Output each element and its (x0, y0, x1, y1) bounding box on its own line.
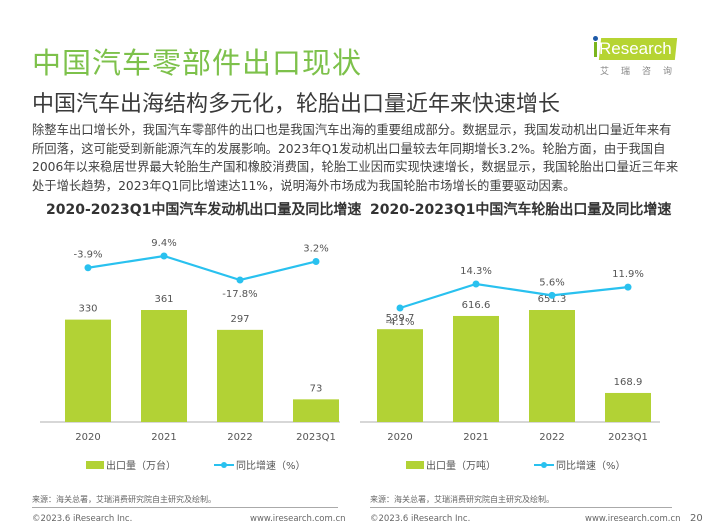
iresearch-logo: Research 艾瑞咨询 (586, 36, 682, 80)
growth-rate-label: -17.8% (222, 289, 257, 300)
legend-bar-label: 出口量（万台） (106, 459, 176, 472)
website-link-right[interactable]: www.iresearch.com.cn (585, 514, 681, 524)
website-link-left[interactable]: www.iresearch.com.cn (250, 514, 346, 524)
bar-value-label: 361 (154, 294, 173, 305)
bar-value-label: 539.7 (386, 313, 415, 324)
footer-divider-left (32, 507, 338, 508)
logo-dot-icon (593, 36, 598, 41)
footer-divider-right (370, 507, 672, 508)
bar-2022 (217, 329, 263, 422)
copyright-right: ©2023.6 iResearch Inc. (370, 514, 471, 524)
tire-chart-title: 2020-2023Q1中国汽车轮胎出口量及同比增速 (370, 202, 672, 218)
x-tick-label: 2022 (227, 432, 252, 443)
growth-rate-label: -4.1% (385, 317, 414, 328)
bar-2022 (529, 310, 575, 422)
growth-rate-line (87, 254, 317, 282)
bar-2021 (453, 315, 499, 422)
x-tick-label: 2023Q1 (608, 432, 648, 443)
bar-2023Q1 (293, 399, 339, 422)
legend-bar-swatch (406, 461, 424, 469)
logo-brand-text: Research (599, 39, 672, 58)
bar-2020 (377, 329, 423, 422)
copyright-left: ©2023.6 iResearch Inc. (32, 514, 133, 524)
page-number: 20 (690, 513, 703, 524)
x-tick-label: 2020 (75, 432, 100, 443)
growth-rate-line (399, 282, 629, 310)
growth-rate-point (624, 283, 632, 291)
bar-value-label: 330 (78, 304, 97, 315)
growth-rate-label: 9.4% (151, 238, 176, 249)
bar-2023Q1 (605, 392, 651, 422)
legend-bar-label: 出口量（万吨） (426, 459, 496, 472)
legend-bar-swatch (86, 461, 104, 469)
legend-line-marker (221, 462, 227, 468)
logo-i-icon (594, 42, 597, 57)
bar-2021 (141, 310, 187, 422)
bar-value-label: 616.6 (462, 300, 491, 311)
engine-export-chart: 330 2020 361 2021 297 2022 73 2023Q1 -3.9% 9.4% -1… (40, 238, 340, 472)
growth-rate-point (548, 291, 556, 299)
page-title: 中国汽车零部件出口现状 (32, 46, 363, 80)
bar-value-label: 297 (230, 314, 249, 325)
growth-rate-point (236, 276, 244, 284)
growth-rate-label: -3.9% (73, 250, 102, 261)
x-tick-label: 2021 (463, 432, 488, 443)
x-tick-label: 2023Q1 (296, 432, 336, 443)
bar-value-label: 168.9 (614, 377, 643, 388)
tire-export-chart: 539.7 2020 616.6 2021 651.3 2022 168.9 2023Q1 -4… (360, 266, 660, 472)
logo-cn-text: 艾瑞咨询 (600, 67, 685, 77)
growth-rate-point (472, 280, 480, 288)
growth-rate-point (84, 264, 92, 272)
legend-line-label: 同比增速（%） (556, 459, 626, 472)
body-paragraph: 除整车出口增长外，我国汽车零部件的出口也是我国汽车出海的重要组成部分。数据显示，… (32, 123, 679, 193)
source-note-right: 来源：海关总署，艾瑞消费研究院自主研究及绘制。 (370, 495, 554, 504)
source-note-left: 来源：海关总署，艾瑞消费研究院自主研究及绘制。 (32, 495, 216, 504)
growth-rate-label: 11.9% (612, 269, 644, 280)
x-tick-label: 2022 (539, 432, 564, 443)
x-tick-label: 2020 (387, 432, 412, 443)
bar-value-label: 73 (310, 383, 323, 394)
legend-line-marker (541, 462, 547, 468)
x-tick-label: 2021 (151, 432, 176, 443)
growth-rate-point (396, 304, 404, 312)
engine-chart-title: 2020-2023Q1中国汽车发动机出口量及同比增速 (46, 202, 362, 218)
growth-rate-point (312, 257, 320, 265)
bar-value-label: 651.3 (538, 294, 567, 305)
page-subtitle: 中国汽车出海结构多元化，轮胎出口量近年来快速增长 (32, 92, 561, 117)
bar-2020 (65, 319, 111, 422)
growth-rate-label: 14.3% (460, 266, 492, 277)
growth-rate-point (160, 252, 168, 260)
growth-rate-label: 5.6% (539, 277, 564, 288)
growth-rate-label: 3.2% (303, 243, 328, 254)
legend-line-label: 同比增速（%） (236, 459, 306, 472)
